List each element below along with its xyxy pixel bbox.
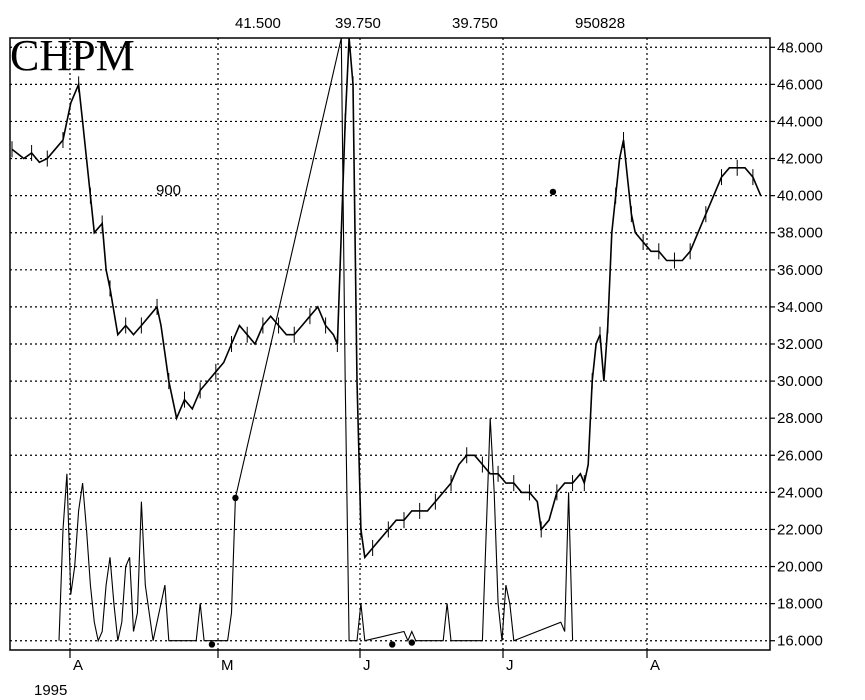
- top-label-3: 39.750: [452, 15, 498, 32]
- annotation-900: 900: [156, 182, 181, 199]
- x-tick-label: J: [506, 657, 514, 674]
- markers-layer: [208, 188, 557, 648]
- y-axis-ticks: 48.000 46.000 44.000 42.000 40.000 38.000 36.0…: [770, 39, 823, 650]
- point-marker: [232, 494, 239, 502]
- volume-series-line: [58, 37, 574, 643]
- price-series-line: [11, 37, 762, 560]
- y-tick-label: 32.000: [777, 336, 823, 353]
- y-tick-label: 18.000: [777, 596, 823, 613]
- y-tick-label: 16.000: [777, 633, 823, 650]
- x-tick-label: M: [221, 657, 234, 674]
- year-label: 1995: [34, 682, 67, 699]
- point-marker: [549, 188, 557, 196]
- y-tick-label: 28.000: [777, 410, 823, 427]
- y-tick-label: 22.000: [777, 521, 823, 538]
- x-tick-label: A: [650, 657, 660, 674]
- y-tick-label: 26.000: [777, 447, 823, 464]
- y-tick-label: 38.000: [777, 225, 823, 242]
- chart-title: CHPM: [10, 31, 135, 80]
- y-tick-label: 20.000: [777, 559, 823, 576]
- grid-lines: [10, 38, 770, 650]
- y-tick-label: 42.000: [777, 151, 823, 168]
- y-tick-label: 24.000: [777, 484, 823, 501]
- top-label-1: 41.500: [235, 15, 281, 32]
- y-tick-label: 36.000: [777, 262, 823, 279]
- x-tick-label: A: [73, 657, 83, 674]
- y-tick-label: 30.000: [777, 373, 823, 390]
- y-tick-label: 46.000: [777, 76, 823, 93]
- x-tick-label: J: [363, 657, 371, 674]
- point-marker: [389, 641, 396, 648]
- y-tick-label: 34.000: [777, 299, 823, 316]
- top-label-4: 950828: [575, 15, 625, 32]
- y-tick-label: 48.000: [777, 39, 823, 56]
- point-marker: [208, 641, 216, 648]
- y-tick-label: 40.000: [777, 188, 823, 205]
- y-tick-label: 44.000: [777, 113, 823, 130]
- series-layer: [11, 37, 762, 643]
- point-marker: [408, 639, 416, 646]
- top-label-2: 39.750: [335, 15, 381, 32]
